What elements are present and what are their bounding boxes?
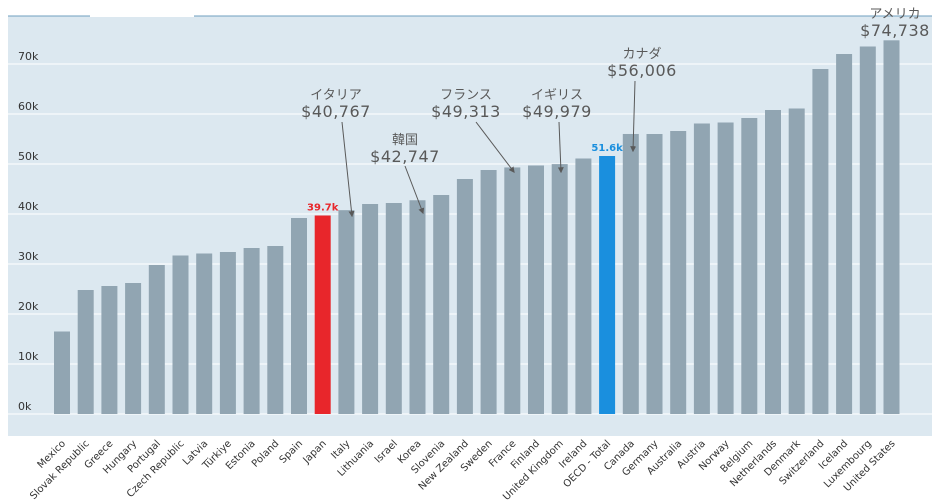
annotation-united-states: アメリカ$74,738 <box>860 7 930 40</box>
bar-poland <box>267 246 284 414</box>
bar-czech-republic <box>172 255 189 414</box>
y-tick-label: 60k <box>18 100 39 113</box>
top-tab-marker <box>90 13 194 17</box>
value-label-oecd-total: 51.6k <box>591 143 623 154</box>
annotations: イタリア$40,767韓国$42,747フランス$49,313イギリス$49,9… <box>301 7 930 218</box>
bar-switzerland <box>812 69 829 414</box>
bar-t-rkiye <box>219 252 236 414</box>
bar-united-kingdom <box>551 164 568 414</box>
annotation-value: $49,979 <box>522 102 592 121</box>
bar-germany <box>646 134 663 414</box>
category-label-spain: Spain <box>278 438 306 466</box>
bar-finland <box>528 165 544 414</box>
bar-denmark <box>788 108 805 414</box>
y-tick-label: 0k <box>18 400 32 413</box>
y-axis-tick-labels: 0k 10k 20k 30k 40k 50k 60k 70k <box>18 50 39 413</box>
bar-belgium <box>741 118 758 414</box>
bar-japan <box>314 215 331 414</box>
bar-new-zealand <box>456 179 473 414</box>
annotation-name: 韓国 <box>392 133 418 148</box>
annotation-value: $40,767 <box>301 102 371 121</box>
bar-australia <box>670 131 687 414</box>
category-label-poland: Poland <box>250 438 281 469</box>
annotation-value: $56,006 <box>607 61 677 80</box>
annotation-name: カナダ <box>622 47 661 62</box>
y-tick-label: 30k <box>18 250 39 263</box>
value-label-japan: 39.7k <box>307 203 339 214</box>
bar-luxembourg <box>859 46 876 414</box>
category-label-israel: Israel <box>373 438 400 465</box>
annotation-arrow <box>630 80 637 153</box>
category-label-japan: Japan <box>301 438 329 466</box>
y-tick-label: 40k <box>18 200 39 213</box>
annotation-arrow <box>557 121 564 174</box>
bar-sweden <box>480 170 497 414</box>
annotation-name: アメリカ <box>869 7 920 22</box>
bar-austria <box>693 123 710 414</box>
bar-italy <box>338 210 355 414</box>
bar-slovak-republic <box>77 290 94 414</box>
y-tick-label: 20k <box>18 300 39 313</box>
annotation-value: $42,747 <box>370 147 440 166</box>
value-labels: 39.7k 51.6k <box>307 143 623 214</box>
annotation-name: イタリア <box>310 88 361 103</box>
bar-ireland <box>575 158 592 414</box>
bar-greece <box>101 286 118 414</box>
y-tick-label: 10k <box>18 350 39 363</box>
annotation-name: イギリス <box>531 88 583 103</box>
bar-korea <box>409 200 426 414</box>
bar-latvia <box>196 253 213 414</box>
annotation-korea: 韓国$42,747 <box>370 133 440 215</box>
annotation-canada: カナダ$56,006 <box>607 47 677 153</box>
bar-spain <box>291 218 307 414</box>
y-tick-label: 70k <box>18 50 39 63</box>
annotation-italy: イタリア$40,767 <box>301 88 371 218</box>
annotation-arrow <box>404 165 425 215</box>
annotation-arrow <box>341 121 355 218</box>
annotation-value: $74,738 <box>860 21 930 40</box>
annotation-name: フランス <box>440 88 492 103</box>
bar-norway <box>717 122 734 414</box>
bar-israel <box>385 203 402 414</box>
bar-france <box>504 167 521 414</box>
bar-lithuania <box>362 204 379 414</box>
bars <box>54 40 900 415</box>
bar-iceland <box>836 54 853 414</box>
annotation-united-kingdom: イギリス$49,979 <box>522 88 592 174</box>
bar-canada <box>622 133 639 414</box>
annotation-value: $49,313 <box>431 102 501 121</box>
y-tick-label: 50k <box>18 150 39 163</box>
bar-portugal <box>148 265 165 414</box>
bar-oecd-total <box>599 156 616 414</box>
bar-estonia <box>243 248 260 414</box>
annotation-france: フランス$49,313 <box>431 88 515 173</box>
bar-slovenia <box>433 195 450 414</box>
bar-united-states <box>883 40 900 415</box>
bar-mexico <box>54 331 70 414</box>
annotation-arrow <box>475 121 515 173</box>
bar-hungary <box>125 283 142 414</box>
bar-netherlands <box>765 110 781 414</box>
